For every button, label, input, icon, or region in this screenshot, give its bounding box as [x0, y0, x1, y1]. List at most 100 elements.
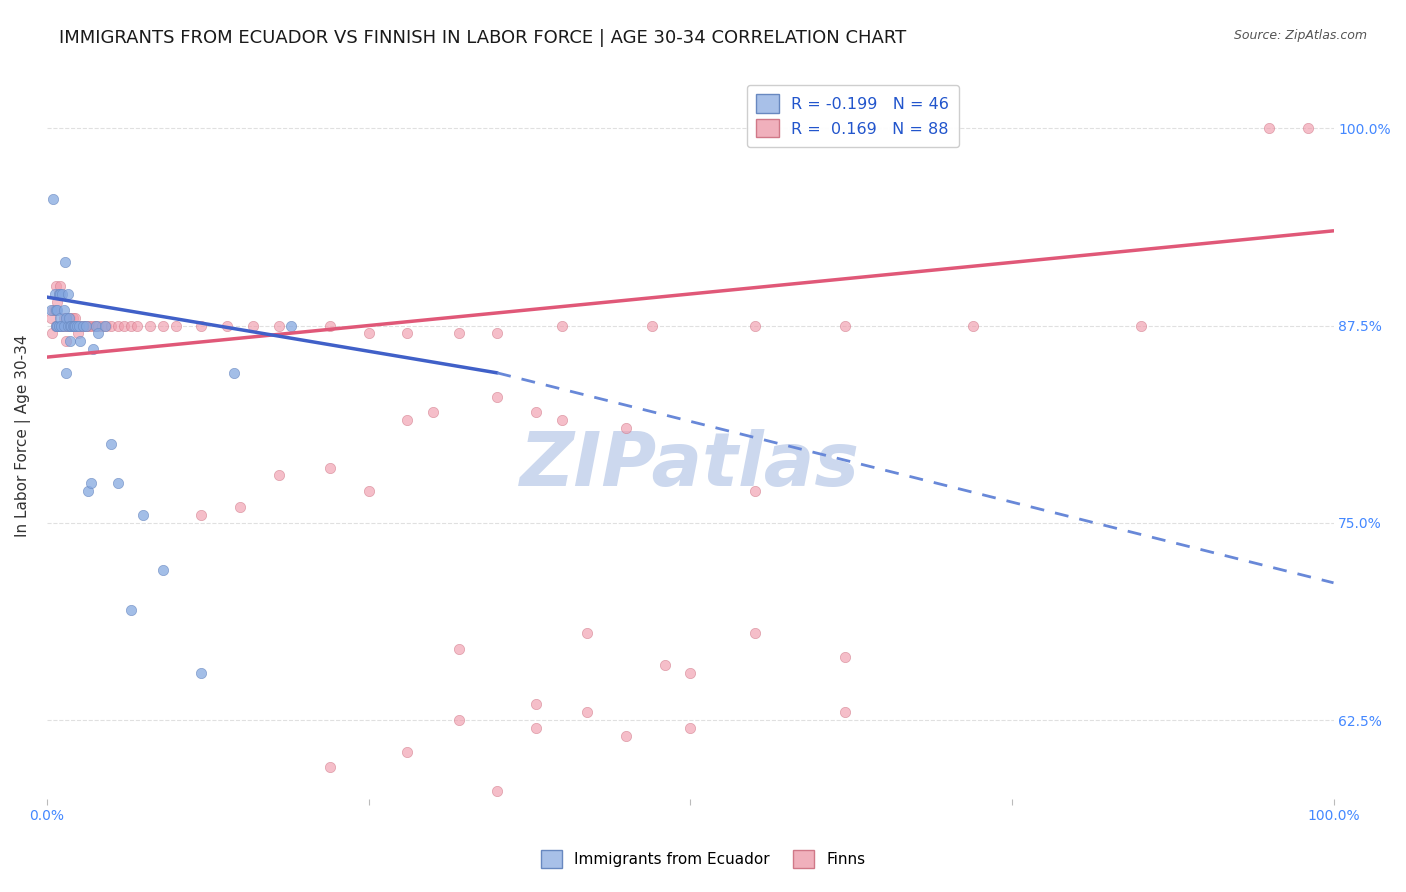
Point	[190, 318, 212, 333]
Point	[59, 318, 82, 333]
Point	[1129, 318, 1152, 333]
Point	[80, 318, 103, 333]
Point	[53, 255, 76, 269]
Point	[59, 334, 82, 349]
Point	[222, 366, 245, 380]
Point	[80, 476, 103, 491]
Point	[52, 302, 75, 317]
Point	[87, 318, 110, 333]
Point	[44, 287, 66, 301]
Point	[65, 318, 87, 333]
Point	[82, 342, 104, 356]
Point	[100, 437, 122, 451]
Point	[447, 642, 470, 657]
Point	[66, 326, 89, 341]
Point	[100, 318, 122, 333]
Point	[447, 326, 470, 341]
Point	[229, 500, 252, 514]
Point	[152, 563, 174, 577]
Point	[96, 318, 118, 333]
Point	[267, 318, 290, 333]
Y-axis label: In Labor Force | Age 30-34: In Labor Force | Age 30-34	[15, 334, 31, 537]
Point	[52, 318, 75, 333]
Point	[1296, 121, 1319, 136]
Point	[48, 287, 70, 301]
Point	[58, 310, 80, 325]
Point	[524, 698, 547, 712]
Point	[1258, 121, 1281, 136]
Point	[242, 318, 264, 333]
Point	[319, 460, 342, 475]
Point	[834, 318, 856, 333]
Point	[67, 318, 90, 333]
Point	[51, 287, 73, 301]
Point	[75, 318, 97, 333]
Point	[42, 302, 65, 317]
Point	[42, 192, 65, 206]
Point	[49, 318, 72, 333]
Point	[84, 318, 107, 333]
Point	[280, 318, 302, 333]
Point	[524, 405, 547, 419]
Point	[550, 413, 572, 427]
Point	[112, 318, 135, 333]
Point	[79, 318, 101, 333]
Point	[396, 745, 419, 759]
Point	[62, 310, 84, 325]
Point	[91, 318, 114, 333]
Point	[396, 413, 419, 427]
Point	[679, 721, 702, 735]
Point	[49, 287, 72, 301]
Point	[69, 334, 91, 349]
Point	[486, 390, 509, 404]
Text: ZIPatlas: ZIPatlas	[520, 428, 860, 501]
Point	[56, 318, 79, 333]
Point	[45, 318, 67, 333]
Point	[52, 310, 75, 325]
Point	[319, 318, 342, 333]
Point	[486, 326, 509, 341]
Point	[39, 310, 62, 325]
Point	[744, 484, 766, 499]
Point	[550, 318, 572, 333]
Point	[576, 705, 599, 719]
Point	[49, 279, 72, 293]
Point	[614, 729, 637, 743]
Point	[55, 310, 77, 325]
Point	[60, 318, 83, 333]
Point	[72, 318, 94, 333]
Point	[65, 318, 87, 333]
Point	[190, 665, 212, 680]
Point	[73, 318, 96, 333]
Point	[46, 302, 69, 317]
Point	[640, 318, 662, 333]
Point	[94, 318, 117, 333]
Point	[48, 318, 70, 333]
Point	[51, 318, 73, 333]
Point	[46, 318, 69, 333]
Point	[70, 318, 93, 333]
Point	[744, 318, 766, 333]
Point	[49, 310, 72, 325]
Point	[396, 326, 419, 341]
Point	[59, 310, 82, 325]
Point	[834, 705, 856, 719]
Point	[48, 287, 70, 301]
Point	[65, 310, 87, 325]
Point	[132, 508, 155, 522]
Point	[63, 318, 86, 333]
Point	[357, 484, 380, 499]
Point	[614, 421, 637, 435]
Point	[56, 318, 79, 333]
Point	[87, 326, 110, 341]
Point	[83, 318, 105, 333]
Point	[107, 318, 129, 333]
Point	[120, 602, 142, 616]
Point	[679, 665, 702, 680]
Point	[67, 318, 90, 333]
Point	[41, 326, 63, 341]
Point	[46, 294, 69, 309]
Point	[62, 318, 84, 333]
Point	[217, 318, 239, 333]
Point	[107, 476, 129, 491]
